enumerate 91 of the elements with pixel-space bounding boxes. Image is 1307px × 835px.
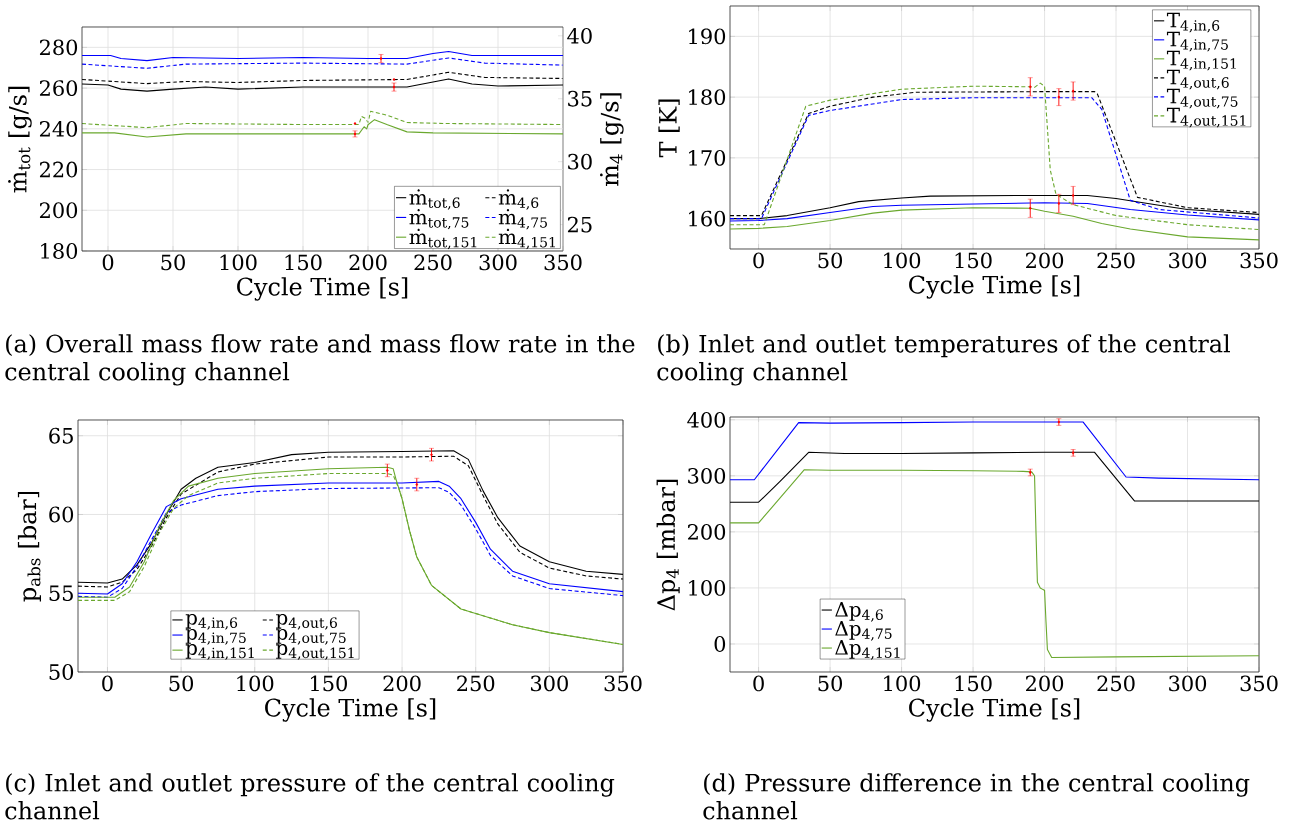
- y-tick-label: 160: [689, 210, 726, 227]
- y-tick-label: 220: [39, 161, 78, 178]
- y-axis-title: T [K]: [658, 99, 680, 158]
- line-series: [730, 469, 1260, 658]
- legend-label: p$_{4,in,151}$: [185, 644, 254, 660]
- y-tick-label: 55: [49, 585, 73, 602]
- y2-axis-title: ṁ$_{4}$ [g/s]: [599, 93, 624, 186]
- x-tick-label: 150: [955, 252, 992, 269]
- x-axis-title: Cycle Time [s]: [909, 275, 1080, 299]
- y-tick-label: 200: [687, 523, 726, 540]
- y-tick-label: 240: [39, 120, 78, 137]
- x-tick-label: 300: [1169, 252, 1207, 269]
- point: [430, 453, 433, 456]
- y-tick-label: 200: [39, 202, 78, 219]
- point: [1071, 194, 1075, 197]
- x-tick-label: 250: [1097, 675, 1135, 692]
- x-tick-label: 50: [169, 675, 194, 692]
- legend-label: Δp$_{4,75}$: [835, 621, 892, 641]
- y-tick-label: 260: [39, 80, 78, 96]
- x-tick-label: 100: [884, 252, 921, 269]
- y-tick-label: 65: [49, 427, 73, 444]
- x-tick-label: 200: [349, 254, 387, 271]
- y2-tick-label: 25: [567, 216, 592, 233]
- x-tick-label: 250: [1097, 252, 1135, 269]
- point: [1029, 207, 1032, 210]
- x-tick-label: 300: [1169, 675, 1207, 692]
- y2-tick-label: 35: [568, 90, 592, 107]
- legend-label: Δp$_{4,151}$: [835, 640, 900, 660]
- x-axis-title: Cycle Time [s]: [909, 698, 1080, 722]
- y-tick-label: 400: [687, 411, 726, 428]
- legend-label: ṁ$_{4,6}$: [498, 189, 539, 210]
- legend-label: Δp$_{4,6}$: [835, 602, 883, 622]
- y-tick-label: 180: [41, 243, 78, 259]
- line-series: [82, 110, 563, 129]
- text: (d) Pressure difference in the central cooling channel: [703, 773, 1250, 820]
- y-axis-title: Δp$_{4}$ [mbar]: [656, 479, 680, 611]
- legend-label: p$_{4,out,151}$: [276, 644, 354, 660]
- x-tick-label: 0: [102, 254, 114, 271]
- point: [1057, 95, 1061, 99]
- x-tick-label: 50: [818, 675, 843, 692]
- text: (b) Inlet and outlet temperatures of the central cooling channel: [657, 334, 1230, 386]
- x-axis-title: Cycle Time [s]: [237, 277, 408, 301]
- legend-label: p$_{4,in,6}$: [185, 613, 238, 630]
- text: (a) Overall mass flow rate and mass flow rate in the central cooling channel: [5, 334, 635, 386]
- x-tick-label: 300: [479, 254, 517, 271]
- x-tick-label: 0: [102, 675, 113, 692]
- legend-label: p$_{4,out,6}$: [276, 613, 337, 630]
- y-tick-label: 170: [689, 149, 726, 166]
- y2-tick-label: 30: [568, 153, 592, 170]
- x-tick-label: 350: [544, 254, 582, 271]
- x-tick-label: 250: [457, 675, 495, 692]
- x-tick-label: 100: [884, 675, 921, 692]
- legend-label: ṁ$_{tot,6}$: [409, 189, 460, 210]
- legend-label: ṁ$_{tot,151}$: [409, 228, 477, 250]
- y-axis-title: p$_{abs}$ [bar]: [17, 491, 42, 602]
- y2-tick-label: 40: [567, 27, 592, 44]
- point: [1057, 202, 1061, 205]
- x-tick-label: 50: [818, 252, 843, 269]
- y-tick-label: 0: [714, 636, 726, 652]
- point: [1029, 85, 1032, 88]
- x-tick-label: 250: [414, 254, 452, 271]
- x-axis-title: Cycle Time [s]: [265, 698, 436, 722]
- x-tick-label: 300: [530, 675, 568, 692]
- y-tick-label: 300: [688, 467, 726, 484]
- x-tick-label: 0: [753, 252, 764, 269]
- y-tick-label: 100: [689, 580, 726, 596]
- point: [415, 483, 418, 486]
- x-tick-label: 350: [1240, 252, 1278, 269]
- x-tick-label: 100: [220, 254, 257, 271]
- point: [386, 469, 389, 472]
- legend-label: ṁ$_{4,75}$: [498, 209, 547, 230]
- text: (c) Inlet and outlet pressure of the central cooling channel: [5, 773, 615, 820]
- x-tick-label: 150: [285, 254, 322, 271]
- x-tick-label: 200: [1026, 252, 1064, 269]
- y-tick-label: 50: [49, 664, 74, 680]
- x-tick-label: 150: [310, 675, 347, 692]
- x-tick-label: 350: [1240, 675, 1278, 692]
- x-tick-label: 350: [604, 675, 642, 692]
- y-tick-label: 190: [689, 28, 726, 45]
- point: [1071, 89, 1075, 93]
- y-tick-label: 180: [689, 89, 726, 106]
- x-tick-label: 200: [383, 675, 421, 692]
- y-tick-label: 280: [39, 39, 78, 56]
- x-tick-label: 150: [955, 675, 992, 692]
- y-axis-title: ṁ$_{tot}$ [g/s]: [8, 86, 32, 193]
- x-tick-label: 0: [753, 675, 764, 692]
- y-tick-label: 60: [49, 506, 74, 523]
- line-series: [82, 50, 563, 62]
- x-tick-label: 100: [237, 675, 274, 692]
- x-tick-label: 200: [1026, 675, 1064, 692]
- x-tick-label: 50: [161, 254, 185, 271]
